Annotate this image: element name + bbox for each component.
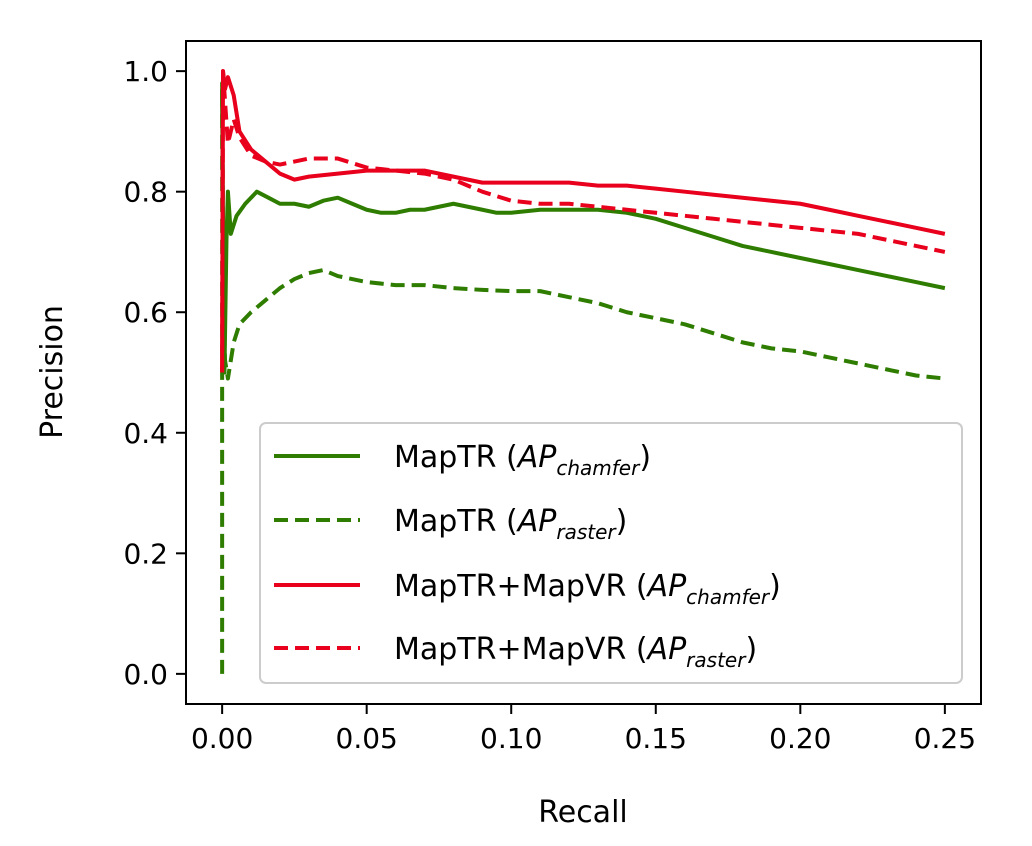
y-tick-label: 0.2 bbox=[123, 537, 168, 570]
legend-label-part: MapTR ( bbox=[394, 504, 518, 539]
series-line-2 bbox=[220, 69, 946, 373]
y-tick-label: 0.0 bbox=[123, 658, 168, 691]
legend-label-part: raster bbox=[686, 648, 747, 672]
y-tick-label: 0.6 bbox=[123, 296, 168, 329]
x-tick-label: 0.20 bbox=[769, 722, 831, 755]
legend-label-part: AP bbox=[646, 632, 688, 667]
legend-label-1: MapTR (APraster) bbox=[394, 504, 627, 544]
legend-label-part: MapTR+MapVR ( bbox=[394, 632, 648, 667]
legend-label-part: ) bbox=[745, 632, 757, 667]
x-axis: 0.00 0.05 0.10 0.15 0.20 0.25 bbox=[191, 704, 976, 755]
legend-label-part: ) bbox=[616, 504, 628, 539]
x-axis-label: Recall bbox=[538, 795, 628, 830]
legend-label-3: MapTR+MapVR (APraster) bbox=[394, 632, 757, 672]
x-tick-label: 0.10 bbox=[480, 722, 542, 755]
series-line-3 bbox=[220, 69, 946, 373]
series-line-1 bbox=[220, 81, 946, 674]
legend-label-part: MapTR ( bbox=[394, 440, 518, 475]
legend-label-part: ) bbox=[639, 440, 651, 475]
y-tick-label: 0.4 bbox=[123, 417, 168, 450]
x-tick-label: 0.05 bbox=[336, 722, 398, 755]
y-axis-label: Precision bbox=[35, 305, 70, 439]
legend-label-part: raster bbox=[556, 520, 617, 544]
legend-label-0: MapTR (APchamfer) bbox=[394, 440, 651, 480]
legend-label-part: chamfer bbox=[556, 456, 641, 480]
x-tick-label: 0.25 bbox=[914, 722, 976, 755]
series-line-0 bbox=[220, 89, 946, 375]
legend-label-2: MapTR+MapVR (APchamfer) bbox=[394, 569, 781, 609]
y-tick-label: 1.0 bbox=[123, 55, 168, 88]
legend-box bbox=[259, 422, 963, 684]
legend-label-part: AP bbox=[516, 504, 558, 539]
legend-label-part: chamfer bbox=[686, 585, 771, 609]
x-tick-label: 0.00 bbox=[191, 722, 253, 755]
plot-frame bbox=[185, 40, 982, 705]
series-layer bbox=[220, 69, 946, 674]
x-tick-label: 0.15 bbox=[625, 722, 687, 755]
legend: MapTR (APchamfer)MapTR (APraster)MapTR+M… bbox=[259, 422, 963, 684]
y-tick-label: 0.8 bbox=[123, 176, 168, 209]
y-axis: 0.0 0.2 0.4 0.6 0.8 1.0 bbox=[123, 55, 186, 691]
legend-label-part: MapTR+MapVR ( bbox=[394, 569, 648, 604]
legend-label-part: AP bbox=[516, 440, 558, 475]
legend-label-part: AP bbox=[646, 569, 688, 604]
legend-label-part: ) bbox=[769, 569, 781, 604]
